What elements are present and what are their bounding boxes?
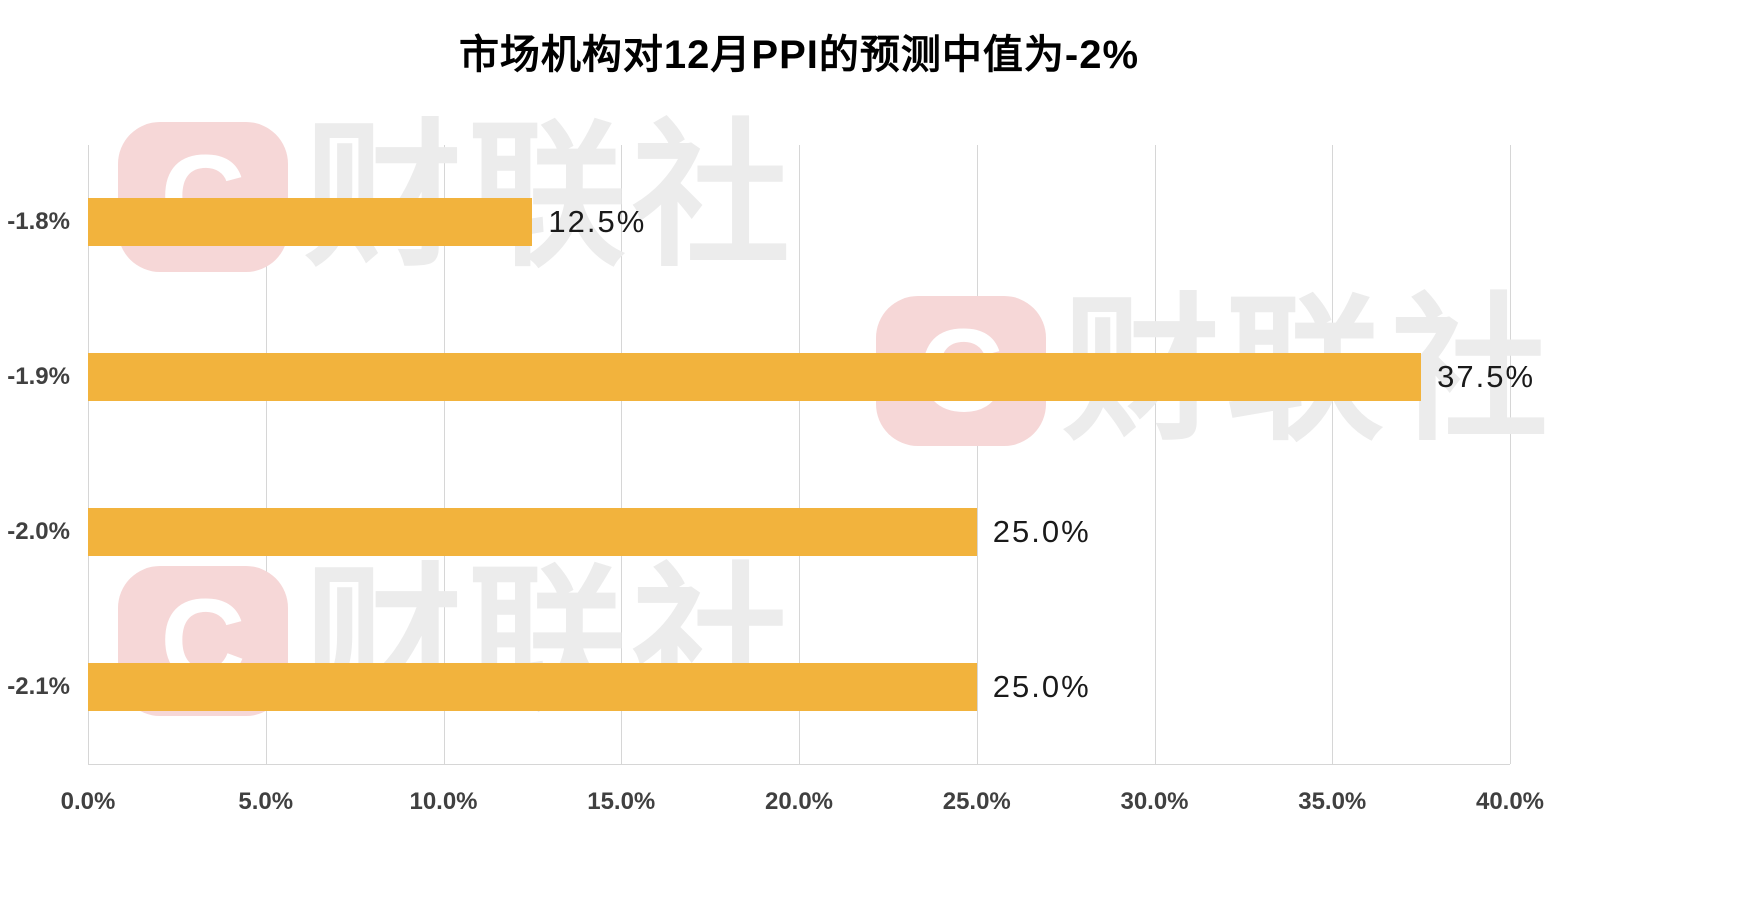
y-axis-category-label: -1.8%	[7, 208, 70, 236]
y-axis-category-label: -2.1%	[7, 672, 70, 700]
bar-value-label: 25.0%	[992, 668, 1091, 704]
x-axis-tick-label: 20.0%	[764, 788, 834, 815]
bar	[88, 662, 977, 711]
gridline	[621, 145, 623, 764]
gridline	[976, 145, 978, 764]
bar-value-label: 25.0%	[992, 513, 1091, 549]
x-axis-tick-label: 30.0%	[1120, 788, 1189, 815]
bar	[88, 507, 977, 556]
x-axis-tick-label: 0.0%	[60, 788, 116, 815]
gridline	[88, 145, 89, 764]
gridline	[265, 145, 267, 764]
gridline	[443, 145, 445, 764]
y-axis-category-label: -2.0%	[7, 517, 70, 545]
x-axis-tick-label: 15.0%	[587, 788, 656, 815]
x-axis-tick-label: 10.0%	[409, 788, 478, 815]
plot-area: 0.0% 5.0% 10.0% 15.0% 20.0% 25.0% 30.0% 35.0% 40…	[7, 145, 1544, 815]
x-axis-tick-label: 40.0%	[1475, 788, 1545, 815]
x-axis-tick-label: 25.0%	[942, 788, 1011, 815]
cailianshe-logo-icon: C	[118, 122, 288, 272]
gridline	[1332, 145, 1334, 764]
gridline	[1510, 145, 1511, 764]
bar	[88, 353, 1422, 402]
bar	[88, 198, 533, 247]
x-axis-tick-label: 35.0%	[1298, 788, 1367, 815]
gridline	[1154, 145, 1156, 764]
chart-title: 市场机构对12月PPI的预测中值为-2%	[458, 33, 1140, 77]
y-axis-category-label: -1.9%	[7, 363, 70, 391]
watermark-cailianshe-top-left: C 财联社	[118, 118, 796, 276]
gridline	[799, 145, 800, 764]
watermark-text: 财联社	[304, 109, 796, 285]
bar-value-label: 12.5%	[548, 204, 647, 240]
x-axis-tick-label: 5.0%	[238, 788, 294, 815]
bar-value-label: 37.5%	[1437, 359, 1536, 395]
